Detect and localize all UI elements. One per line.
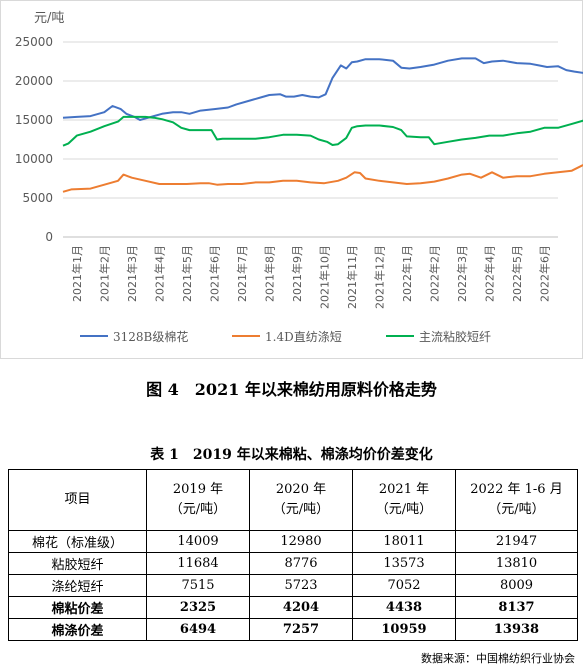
y-tick-label: 20000 [15, 74, 53, 88]
x-tick-label: 2021年12月 [372, 245, 386, 309]
y-tick-label: 0 [45, 230, 53, 244]
table-cell: 4438 [352, 596, 456, 619]
header-2022h1: 2022 年 1-6 月（元/吨） [455, 469, 578, 531]
y-tick-label: 10000 [15, 152, 53, 166]
header-2019: 2019 年（元/吨） [146, 469, 250, 531]
table-caption: 表 1 2019 年以来棉粘、棉涤均价价差变化 [150, 447, 433, 463]
price-spread-table: 项目 2019 年（元/吨） 2020 年（元/吨） 2021 年（元/吨） 2… [8, 469, 578, 641]
table-cell: 13573 [352, 552, 456, 575]
y-tick-label: 15000 [15, 113, 53, 127]
x-tick-label: 2021年8月 [262, 245, 276, 302]
header-2020: 2020 年（元/吨） [249, 469, 353, 531]
header-2021: 2021 年（元/吨） [352, 469, 456, 531]
table-row: 棉涤价差 6494 7257 10959 13938 [8, 618, 578, 641]
x-tick-label: 2021年9月 [290, 245, 304, 302]
x-tick-label: 2021年3月 [125, 245, 139, 302]
x-tick-label: 2022年2月 [427, 245, 441, 302]
header-item: 项目 [8, 469, 147, 531]
x-tick-label: 2022年1月 [400, 245, 414, 302]
table-cell: 12980 [249, 530, 353, 553]
table-cell: 14009 [146, 530, 250, 553]
legend-label: 3128B级棉花 [113, 329, 188, 344]
table-row: 棉粘价差 2325 4204 4438 8137 [8, 596, 578, 619]
table-cell: 21947 [455, 530, 578, 553]
x-tick-label: 2022年6月 [537, 245, 551, 302]
series-lines [62, 57, 583, 193]
row-label: 棉粘价差 [8, 596, 147, 619]
y-axis-unit-label: 元/吨 [34, 11, 64, 26]
chart-legend: 3128B级棉花 1.4D直纺涤短 主流粘胶短纤 [80, 329, 491, 344]
legend-item: 3128B级棉花 [80, 329, 188, 344]
row-label: 涤纶短纤 [8, 574, 147, 597]
x-tick-label: 2021年2月 [97, 245, 111, 302]
table-cell: 6494 [146, 618, 250, 641]
table-cell: 4204 [249, 596, 353, 619]
y-axis-ticks: 0 5000 10000 15000 20000 25000 [15, 35, 53, 244]
series-line [62, 115, 583, 147]
x-tick-label: 2022年4月 [482, 245, 496, 302]
table-cell: 2325 [146, 596, 250, 619]
chart-frame [0, 0, 583, 359]
x-tick-label: 2021年1月 [70, 245, 84, 302]
table-cell: 8009 [455, 574, 578, 597]
y-tick-label: 5000 [22, 191, 53, 205]
table-row: 涤纶短纤 7515 5723 7052 8009 [8, 574, 578, 597]
gridlines [63, 41, 558, 238]
table-cell: 13938 [455, 618, 578, 641]
legend-label: 1.4D直纺涤短 [265, 330, 342, 344]
row-label: 粘胶短纤 [8, 552, 147, 575]
x-tick-label: 2021年6月 [207, 245, 221, 302]
y-tick-label: 25000 [15, 35, 53, 49]
x-tick-label: 2022年5月 [510, 245, 524, 302]
figure-caption: 图 4 2021 年以来棉纺用原料价格走势 [146, 380, 437, 399]
x-tick-label: 2021年5月 [180, 245, 194, 302]
legend-item: 主流粘胶短纤 [386, 329, 491, 344]
table-row: 棉花（标准级） 14009 12980 18011 21947 [8, 530, 578, 553]
row-label: 棉涤价差 [8, 618, 147, 641]
table-cell: 7257 [249, 618, 353, 641]
x-tick-label: 2021年10月 [317, 245, 331, 309]
table-header-row: 项目 2019 年（元/吨） 2020 年（元/吨） 2021 年（元/吨） 2… [8, 469, 578, 531]
series-line [62, 57, 583, 121]
legend-label: 主流粘胶短纤 [419, 329, 491, 344]
table-cell: 7052 [352, 574, 456, 597]
table-cell: 13810 [455, 552, 578, 575]
table-cell: 8137 [455, 596, 578, 619]
table-cell: 10959 [352, 618, 456, 641]
x-axis-ticks: 2021年1月 2021年2月 2021年3月 2021年4月 2021年5月 2021年… [70, 245, 552, 309]
table-cell: 5723 [249, 574, 353, 597]
x-tick-label: 2022年3月 [455, 245, 469, 302]
legend-item: 1.4D直纺涤短 [232, 330, 342, 344]
table-cell: 11684 [146, 552, 250, 575]
table-cell: 8776 [249, 552, 353, 575]
x-tick-label: 2021年11月 [345, 245, 359, 309]
x-tick-label: 2021年4月 [152, 245, 166, 302]
series-line [62, 164, 583, 193]
row-label: 棉花（标准级） [8, 530, 147, 553]
table-cell: 18011 [352, 530, 456, 553]
x-tick-label: 2021年7月 [235, 245, 249, 302]
table-cell: 7515 [146, 574, 250, 597]
table-row: 粘胶短纤 11684 8776 13573 13810 [8, 552, 578, 575]
data-source-note: 数据来源：中国棉纺织行业协会 [421, 652, 575, 665]
